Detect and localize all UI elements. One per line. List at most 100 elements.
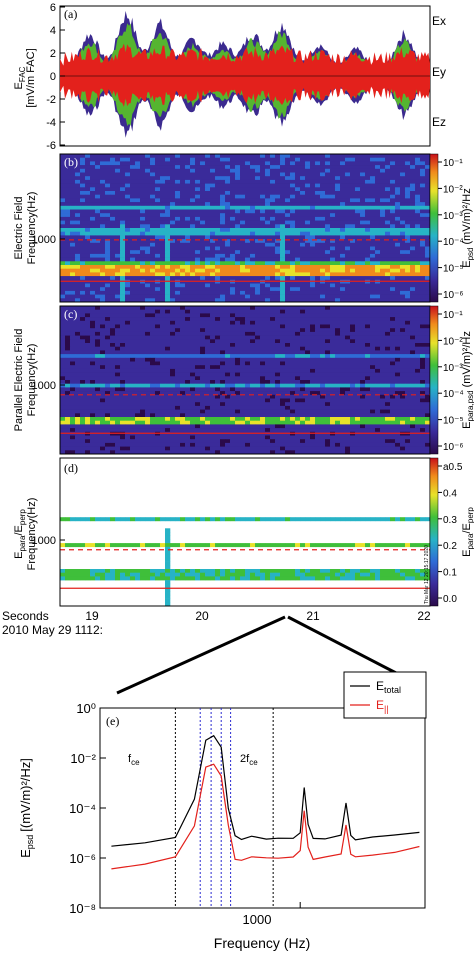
spectro-cell xyxy=(140,198,146,203)
spectro-cell xyxy=(215,216,221,221)
spectro-cell xyxy=(120,176,126,181)
spectro-cell xyxy=(270,242,276,247)
spectro-cell xyxy=(305,331,311,336)
spectro-cell xyxy=(115,339,121,344)
spectro-cell xyxy=(375,231,381,236)
spectro-cell xyxy=(310,194,316,199)
spectro-cell xyxy=(145,339,151,344)
spectro-cell xyxy=(80,287,86,292)
spectro-cell xyxy=(265,354,271,359)
spectro-cell xyxy=(190,179,196,184)
spectro-cell xyxy=(325,365,331,370)
spectro-cell xyxy=(75,202,81,207)
spectro-cell xyxy=(125,331,131,336)
spectro-cell xyxy=(410,287,416,292)
spectro-cell xyxy=(80,154,86,158)
spectro-cell xyxy=(60,306,66,310)
spectro-cell xyxy=(135,272,141,277)
spectro-cell xyxy=(250,172,256,177)
spectro-cell xyxy=(175,187,181,192)
spectro-cell xyxy=(190,350,196,355)
spectro-cell xyxy=(290,168,296,173)
spectro-cell xyxy=(130,172,136,177)
spectro-cell xyxy=(120,261,126,266)
spectro-cell xyxy=(150,357,156,362)
spectro-cell xyxy=(105,220,111,225)
spectro-cell xyxy=(205,231,211,236)
spectro-cell xyxy=(190,313,196,318)
spectro-cell xyxy=(130,250,136,255)
spectro-cell xyxy=(195,350,201,355)
spectro-cell xyxy=(270,239,276,244)
spectro-cell xyxy=(145,328,151,333)
spectro-cell xyxy=(370,283,376,288)
spectro-cell xyxy=(345,242,351,247)
spectro-cell xyxy=(340,161,346,166)
spectro-cell xyxy=(175,368,181,373)
spectro-cell xyxy=(350,257,356,262)
spectro-cell xyxy=(300,283,306,288)
spectro-cell xyxy=(150,346,156,351)
spectro-cell xyxy=(75,172,81,177)
spectro-cell xyxy=(120,380,126,384)
spectro-cell xyxy=(225,328,231,333)
spectro-cell xyxy=(320,246,326,251)
spectro-cell xyxy=(280,354,286,359)
spectro-cell xyxy=(135,165,141,170)
spectro-cell xyxy=(120,317,126,322)
spectro-cell xyxy=(325,331,331,336)
spectro-cell xyxy=(135,309,141,314)
spectro-cell xyxy=(65,235,71,240)
spectro-cell xyxy=(195,202,201,207)
spectro-cell xyxy=(345,172,351,177)
spectro-cell xyxy=(100,183,106,188)
spectro-cell xyxy=(375,283,381,288)
spectro-cell xyxy=(250,253,256,258)
spectro-cell xyxy=(335,398,341,403)
spectro-cell xyxy=(415,157,421,162)
spectro-cell xyxy=(310,346,316,351)
spectro-cell xyxy=(170,172,176,177)
spectro-cell xyxy=(425,346,431,351)
spectro-cell xyxy=(155,176,161,181)
spectro-cell xyxy=(265,331,271,336)
spectro-cell xyxy=(365,350,371,355)
spectro-cell xyxy=(355,290,361,295)
spectro-cell xyxy=(155,335,161,340)
spectro-cell xyxy=(380,198,386,203)
spectro-cell xyxy=(330,343,336,347)
spectro-cell xyxy=(260,361,266,366)
spectro-cell xyxy=(115,168,121,173)
spectro-cell xyxy=(410,168,416,173)
spectro-cell xyxy=(75,313,81,318)
spectro-cell xyxy=(120,194,126,199)
spectro-cell xyxy=(245,154,251,158)
spectro-cell xyxy=(360,165,366,170)
spectro-cell xyxy=(60,235,66,240)
spectro-cell xyxy=(290,298,296,303)
spectro-cell xyxy=(230,213,236,218)
spectro-cell xyxy=(105,354,111,359)
spectro-cell xyxy=(195,283,201,288)
spectro-cell xyxy=(75,216,81,221)
spectro-cell xyxy=(400,394,406,399)
spectro-cell xyxy=(370,398,376,403)
spectro-cell xyxy=(360,205,366,210)
spectro-cell xyxy=(185,383,191,388)
spectro-cell xyxy=(255,313,261,318)
spectro-cell xyxy=(400,354,406,359)
spectro-cell xyxy=(185,235,191,240)
spectro-cell xyxy=(395,198,401,203)
spectro-cell xyxy=(210,317,216,322)
spectro-cell xyxy=(135,324,141,329)
spectro-cell xyxy=(310,306,316,310)
spectro-cell xyxy=(325,194,331,199)
spectro-cell xyxy=(95,394,101,399)
spectro-cell xyxy=(285,191,291,195)
spectro-cell xyxy=(65,294,71,299)
spectro-cell xyxy=(335,179,341,184)
spectro-cell xyxy=(195,328,201,333)
spectro-cell xyxy=(225,187,231,192)
spectro-cell xyxy=(260,161,266,166)
spectro-cell xyxy=(240,324,246,329)
